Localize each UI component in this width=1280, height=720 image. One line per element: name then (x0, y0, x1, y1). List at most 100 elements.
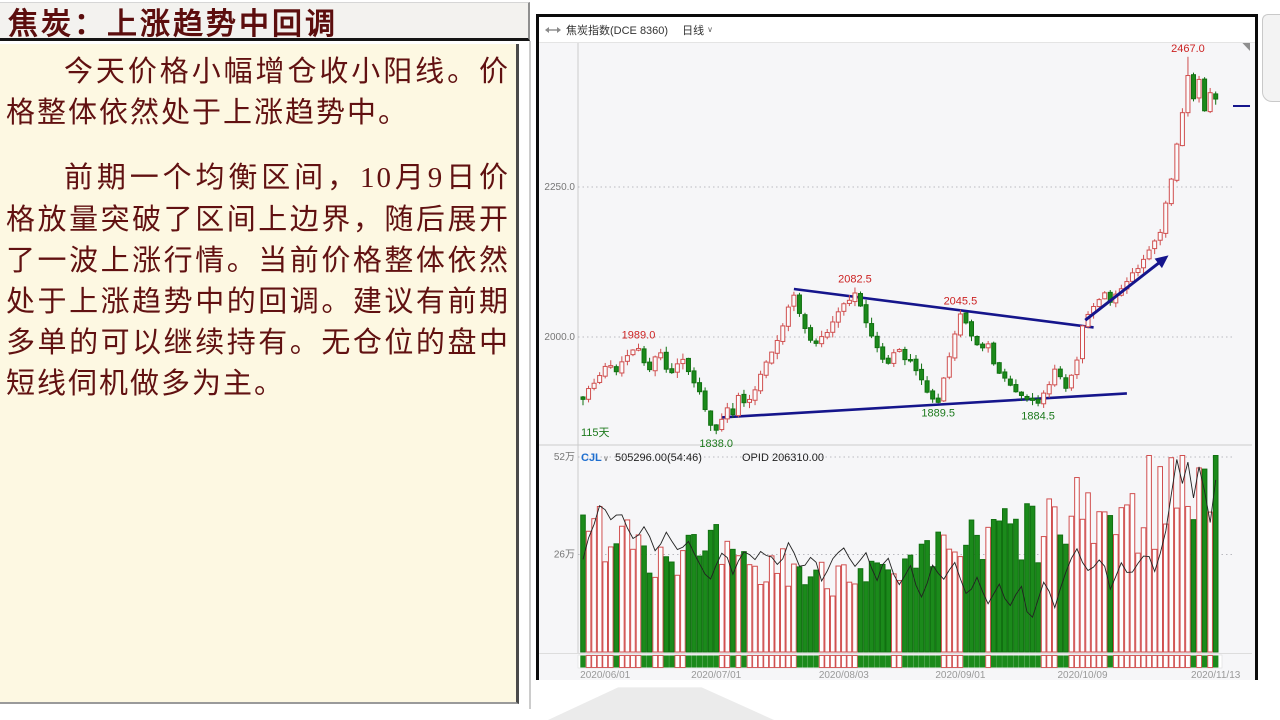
panel-divider (529, 41, 531, 709)
volume-bar (924, 540, 930, 653)
trendline-layer (721, 287, 1127, 419)
volume-bar (979, 559, 986, 653)
candle (980, 343, 986, 349)
volume-bar (696, 555, 703, 653)
candle (708, 410, 714, 426)
volume-bar (1074, 477, 1080, 653)
candle (1096, 299, 1102, 308)
candle (891, 352, 897, 364)
volume-bar (635, 534, 642, 653)
volume-bar (591, 518, 597, 653)
volume-bar (918, 543, 925, 653)
volume-bar (585, 530, 592, 653)
volume-bar (1185, 505, 1191, 653)
volume-bar (802, 584, 808, 653)
breakout-arrow (1084, 255, 1169, 322)
volume-bar (974, 534, 980, 653)
candle (1030, 397, 1036, 401)
price-annotation-label: 1889.5 (921, 407, 955, 419)
volume-bar (1090, 542, 1097, 653)
volume-bar (1002, 508, 1008, 653)
commentary-panel: 今天价格小幅增仓收小阳线。价格整体依然处于上涨趋势中。 前期一个均衡区间，10月… (0, 44, 519, 704)
volume-bar (1013, 518, 1019, 653)
candle (586, 388, 592, 400)
volume-bar (774, 572, 781, 653)
commentary-paragraph: 今天价格小幅增仓收小阳线。价格整体依然处于上涨趋势中。 (6, 56, 510, 130)
volume-bar (1124, 504, 1130, 653)
volume-bar (646, 572, 653, 653)
candle (991, 342, 997, 365)
volume-indicator-label[interactable]: CJL (581, 452, 602, 464)
volume-bar (1162, 523, 1169, 653)
volume-bar (1212, 455, 1219, 653)
volume-bar (1151, 548, 1158, 653)
candle (658, 352, 664, 359)
candle (902, 348, 908, 361)
candle (907, 359, 913, 362)
candle (946, 356, 952, 378)
volume-bar (1046, 498, 1053, 653)
candle (1052, 368, 1058, 386)
volume-bar (1063, 543, 1069, 653)
volume-bar (824, 588, 831, 653)
candle (741, 393, 747, 404)
volume-bar (1174, 507, 1180, 653)
volume-bar (1096, 511, 1102, 653)
price-annotation-label: 1838.0 (699, 438, 733, 450)
volume-bar (768, 555, 775, 653)
volume-bar (1118, 507, 1125, 653)
candle (913, 358, 919, 372)
candle (763, 361, 769, 376)
volume-bar (746, 564, 753, 653)
chevron-down-icon[interactable]: ∨ (707, 25, 713, 34)
candle (1207, 92, 1213, 113)
volume-bar (1146, 455, 1152, 653)
candle (985, 343, 991, 349)
volume-layer (580, 455, 1219, 653)
volume-bar (852, 583, 858, 653)
candle (791, 294, 797, 307)
volume-bar (1201, 468, 1208, 653)
candle (835, 311, 841, 323)
volume-bar (1035, 562, 1041, 653)
candle (713, 424, 719, 431)
candle (924, 380, 930, 393)
volume-bar (596, 506, 603, 653)
chart-window: 焦炭指数(DCE 8360) 日线 ∨ 2250.0 2000.0 52万 26万 19… (536, 14, 1258, 680)
candle (702, 390, 708, 411)
candle (774, 339, 780, 354)
candle (1157, 231, 1163, 241)
candle (724, 407, 730, 420)
candle (652, 356, 658, 372)
trendline (793, 287, 1094, 329)
candle (852, 292, 858, 303)
period-selector[interactable]: 日线 (682, 24, 705, 37)
date-axis-label: 2020/08/03 (819, 670, 869, 680)
volume-value: 505296.00(54:46) (615, 452, 702, 464)
chevron-down-icon[interactable]: ∨ (603, 454, 609, 463)
candle (841, 303, 847, 312)
volume-bar (929, 566, 936, 653)
chart-canvas[interactable]: 2250.0 2000.0 52万 26万 1989.0 1838.0 2082.5 1889… (539, 43, 1255, 680)
candle (1168, 178, 1174, 205)
candle (641, 348, 647, 364)
volume-bar (674, 574, 681, 653)
candle (1063, 377, 1069, 389)
volume-bar (1085, 492, 1091, 653)
candle (830, 321, 836, 333)
candle (1146, 249, 1152, 260)
candle (1191, 74, 1196, 100)
candle (591, 382, 597, 389)
volume-bar (985, 526, 991, 653)
date-navigator[interactable] (577, 654, 1223, 669)
volume-bar (963, 544, 969, 653)
price-annotations: 1989.0 1838.0 2082.5 1889.5 2045.5 1884.5 2467… (622, 43, 1205, 450)
candle (730, 408, 736, 416)
candle (1179, 112, 1185, 147)
volume-bar (780, 548, 786, 653)
volume-bar (724, 540, 731, 653)
candle (1002, 371, 1008, 379)
volume-bar (669, 561, 675, 653)
volume-bar (652, 576, 658, 653)
volume-bar (841, 564, 847, 653)
